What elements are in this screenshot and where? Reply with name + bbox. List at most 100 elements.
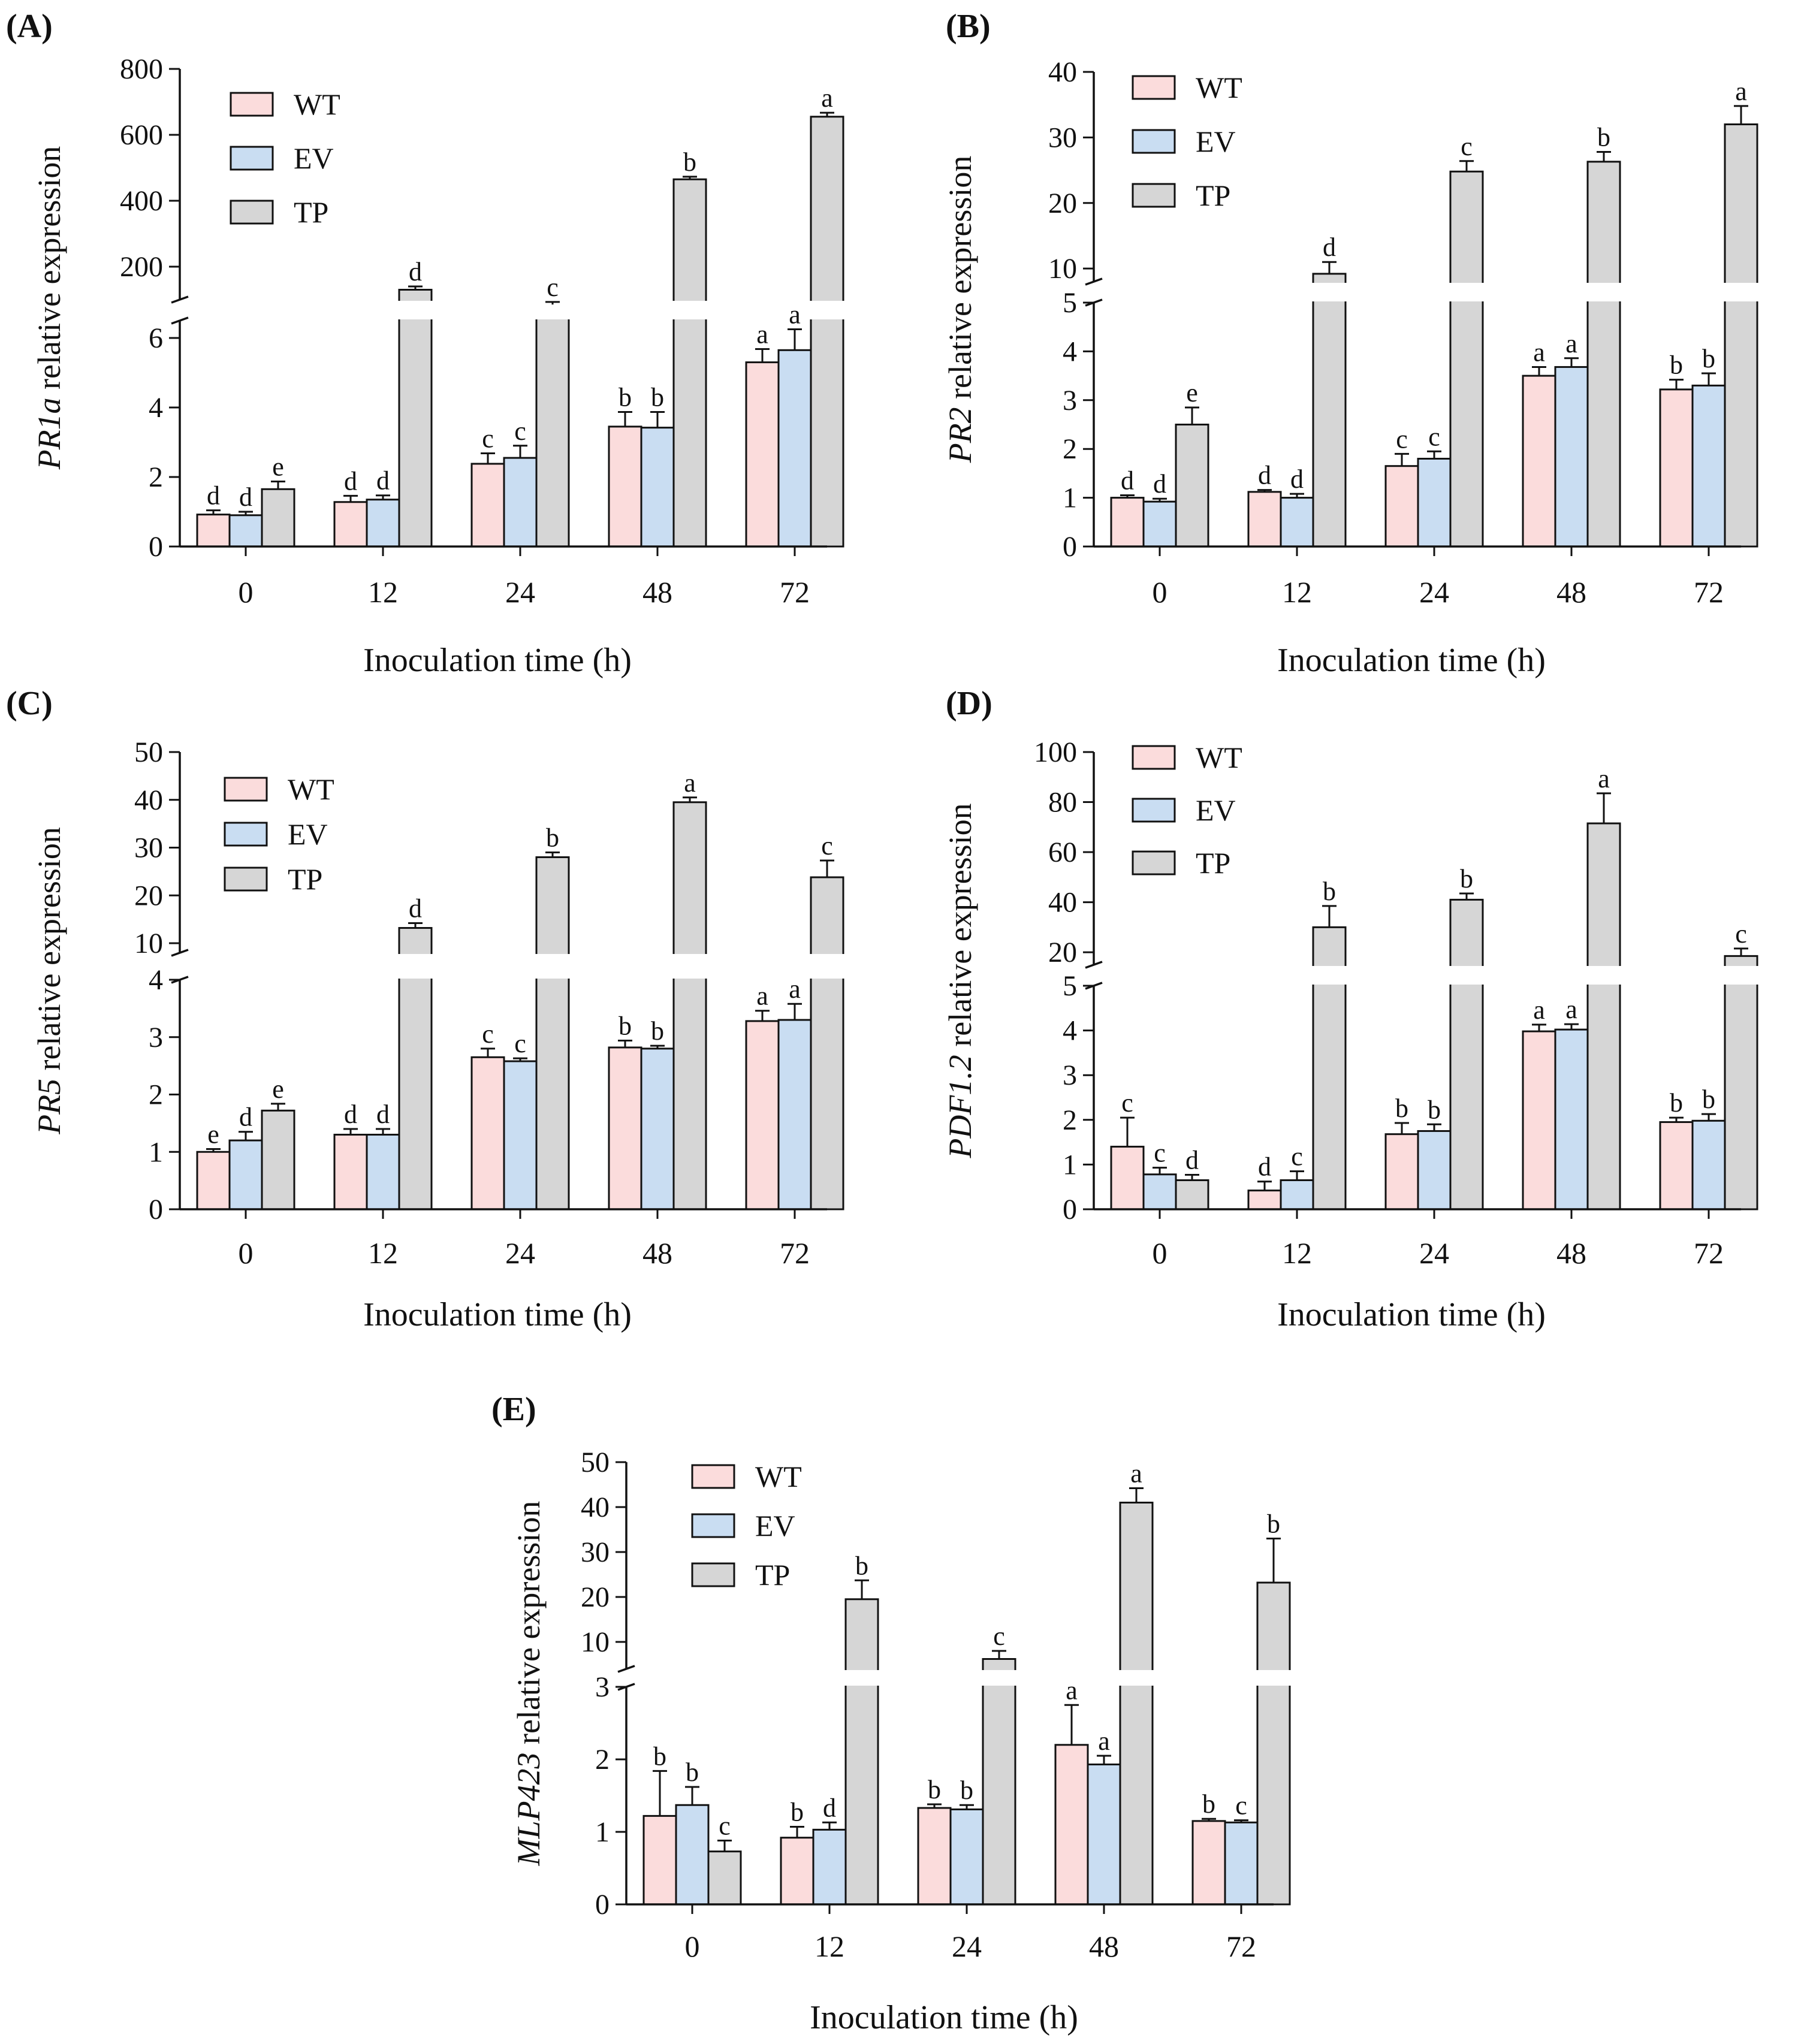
x-tick-label: 0: [685, 1930, 700, 1963]
y-tick-label: 40: [1048, 887, 1077, 919]
y-tick-label: 30: [134, 832, 163, 864]
significance-letter: a: [1598, 764, 1610, 793]
legend-swatch-wt: [691, 1464, 735, 1489]
bar-break-gap: [1449, 966, 1485, 985]
bar-wt: [608, 1046, 642, 1210]
legend-label-tp: TP: [1196, 846, 1230, 880]
legend-swatch-tp: [224, 866, 268, 892]
bar-tp: [1724, 123, 1758, 548]
legend-label-ev: EV: [1196, 125, 1236, 158]
y-axis-label-gene: MLP423: [511, 1752, 547, 1866]
y-axis-label-gene: PR5: [31, 1079, 67, 1135]
bar-ev: [640, 427, 675, 548]
bar-break-gap: [1586, 966, 1622, 985]
bar-ev: [1087, 1763, 1121, 1906]
significance-letter: c: [482, 1019, 494, 1049]
y-tick-label: 2: [1063, 433, 1077, 465]
x-axis-label: Inoculation time (h): [1277, 1296, 1546, 1333]
x-tick-label: 24: [505, 575, 535, 609]
significance-letter: b: [1202, 1789, 1215, 1819]
axis-break-mark: [1085, 961, 1103, 969]
significance-letter: d: [1290, 464, 1304, 494]
y-axis-label-gene: PDF1.2: [942, 1055, 978, 1158]
legend-label-wt: WT: [294, 87, 340, 121]
x-axis-label: Inoculation time (h): [810, 1999, 1078, 2036]
bar-ev: [366, 499, 400, 548]
y-tick-label: 20: [581, 1581, 610, 1613]
significance-letter: a: [1565, 995, 1577, 1024]
significance-letter: e: [207, 1119, 219, 1149]
bar-ev: [1142, 1173, 1177, 1210]
significance-letter: d: [1185, 1146, 1199, 1175]
significance-letter: a: [1565, 329, 1577, 358]
significance-letter: c: [993, 1622, 1005, 1651]
bar-tp: [1175, 424, 1209, 548]
significance-letter: b: [960, 1776, 973, 1805]
significance-letter: a: [789, 300, 801, 330]
legend-label-wt: WT: [288, 772, 334, 806]
legend-swatch-ev: [230, 146, 274, 171]
bar-wt: [470, 463, 505, 548]
significance-letter: b: [1460, 864, 1473, 893]
significance-letter: c: [1735, 919, 1747, 949]
bar-ev: [1691, 1119, 1726, 1210]
x-tick-label: 12: [1282, 1236, 1312, 1270]
legend-swatch-tp: [230, 200, 274, 225]
bar-ev: [1691, 384, 1726, 548]
significance-letter: b: [619, 1011, 632, 1040]
panel-label: (D): [946, 685, 992, 722]
y-axis-label-text: relative expression: [31, 827, 67, 1079]
bar-ev: [777, 349, 812, 548]
bar-wt: [1247, 1189, 1282, 1210]
significance-letter: a: [1533, 995, 1545, 1025]
significance-letter: d: [1323, 233, 1336, 262]
bar-ev: [503, 457, 538, 548]
x-tick-label: 24: [952, 1930, 982, 1963]
x-tick-label: 72: [780, 1236, 810, 1270]
bar-wt: [196, 1151, 231, 1210]
y-tick-label: 2: [149, 1079, 163, 1111]
bar-ev: [228, 1139, 263, 1210]
significance-letter: d: [376, 466, 390, 496]
significance-letter: d: [239, 1103, 252, 1132]
significance-letter: b: [651, 383, 664, 412]
legend-swatch-tp: [691, 1562, 735, 1587]
bar-tp: [261, 1109, 295, 1210]
bar-tp: [1175, 1179, 1209, 1210]
y-axis-label-text: relative expression: [942, 156, 978, 407]
bar-ev: [228, 514, 263, 548]
bar-tp: [707, 1850, 742, 1906]
bar-ev: [1554, 366, 1589, 548]
legend-swatch-wt: [1132, 75, 1176, 100]
significance-letter: e: [272, 452, 284, 482]
x-tick-label: 72: [1694, 1236, 1724, 1270]
bar-wt: [1659, 1121, 1694, 1210]
legend-swatch-ev: [691, 1513, 735, 1538]
significance-letter: c: [1121, 1088, 1133, 1118]
significance-letter: d: [1153, 469, 1166, 499]
significance-letter: b: [1597, 122, 1610, 152]
y-tick-label: 10: [134, 928, 163, 959]
significance-letter: b: [928, 1775, 941, 1804]
significance-letter: a: [756, 320, 768, 349]
significance-letter: b: [683, 147, 696, 177]
significance-letter: a: [1735, 77, 1747, 106]
bar-break-gap: [397, 301, 433, 319]
bar-break-gap: [1723, 283, 1759, 301]
x-tick-label: 24: [1419, 1236, 1449, 1270]
axis-break-mark: [171, 316, 189, 325]
bar-wt: [1110, 1146, 1145, 1210]
significance-letter: c: [547, 273, 559, 302]
bar-tp: [1586, 161, 1621, 548]
significance-letter: d: [376, 1100, 390, 1129]
y-tick-label: 5: [1063, 970, 1077, 1002]
y-tick-label: 20: [1048, 188, 1077, 219]
y-tick-label: 0: [595, 1889, 610, 1921]
bar-tp: [1256, 1581, 1291, 1906]
bar-break-gap: [397, 954, 433, 979]
significance-letter: d: [1121, 466, 1134, 496]
y-tick-label: 40: [581, 1492, 610, 1523]
bar-tp: [672, 178, 707, 548]
bar-tp: [1586, 822, 1621, 1210]
